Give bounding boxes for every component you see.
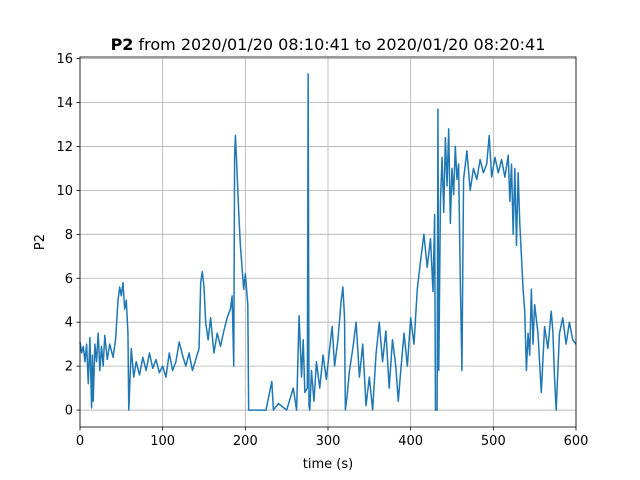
grid bbox=[79, 57, 577, 427]
y-tick-label: 14 bbox=[56, 96, 73, 111]
x-tick-label: 200 bbox=[233, 434, 258, 449]
y-tick-label: 6 bbox=[65, 272, 73, 287]
x-tick-label: 500 bbox=[481, 434, 506, 449]
y-tick-label: 8 bbox=[65, 228, 73, 243]
x-tick-label: 300 bbox=[316, 434, 341, 449]
title-text: from 2020/01/20 08:10:41 to 2020/01/20 0… bbox=[139, 35, 546, 54]
x-axis-label: time (s) bbox=[303, 457, 353, 472]
y-tick-label: 12 bbox=[56, 140, 73, 155]
x-tick-label: 0 bbox=[76, 434, 84, 449]
y-tick-label: 16 bbox=[56, 52, 73, 67]
chart-title: P2 from 2020/01/20 08:10:41 to 2020/01/2… bbox=[111, 35, 546, 54]
x-tick-label: 600 bbox=[564, 434, 589, 449]
x-tick-label: 100 bbox=[150, 434, 175, 449]
x-tick-label: 400 bbox=[398, 434, 423, 449]
title-bold: P2 bbox=[111, 35, 134, 54]
data-line bbox=[79, 73, 577, 411]
y-axis-label: P2 bbox=[33, 234, 48, 250]
y-tick-label: 2 bbox=[65, 360, 73, 375]
y-tick-label: 10 bbox=[56, 184, 73, 199]
y-tick-label: 0 bbox=[65, 404, 73, 419]
plot-area bbox=[79, 73, 577, 411]
y-tick-label: 4 bbox=[65, 316, 73, 331]
